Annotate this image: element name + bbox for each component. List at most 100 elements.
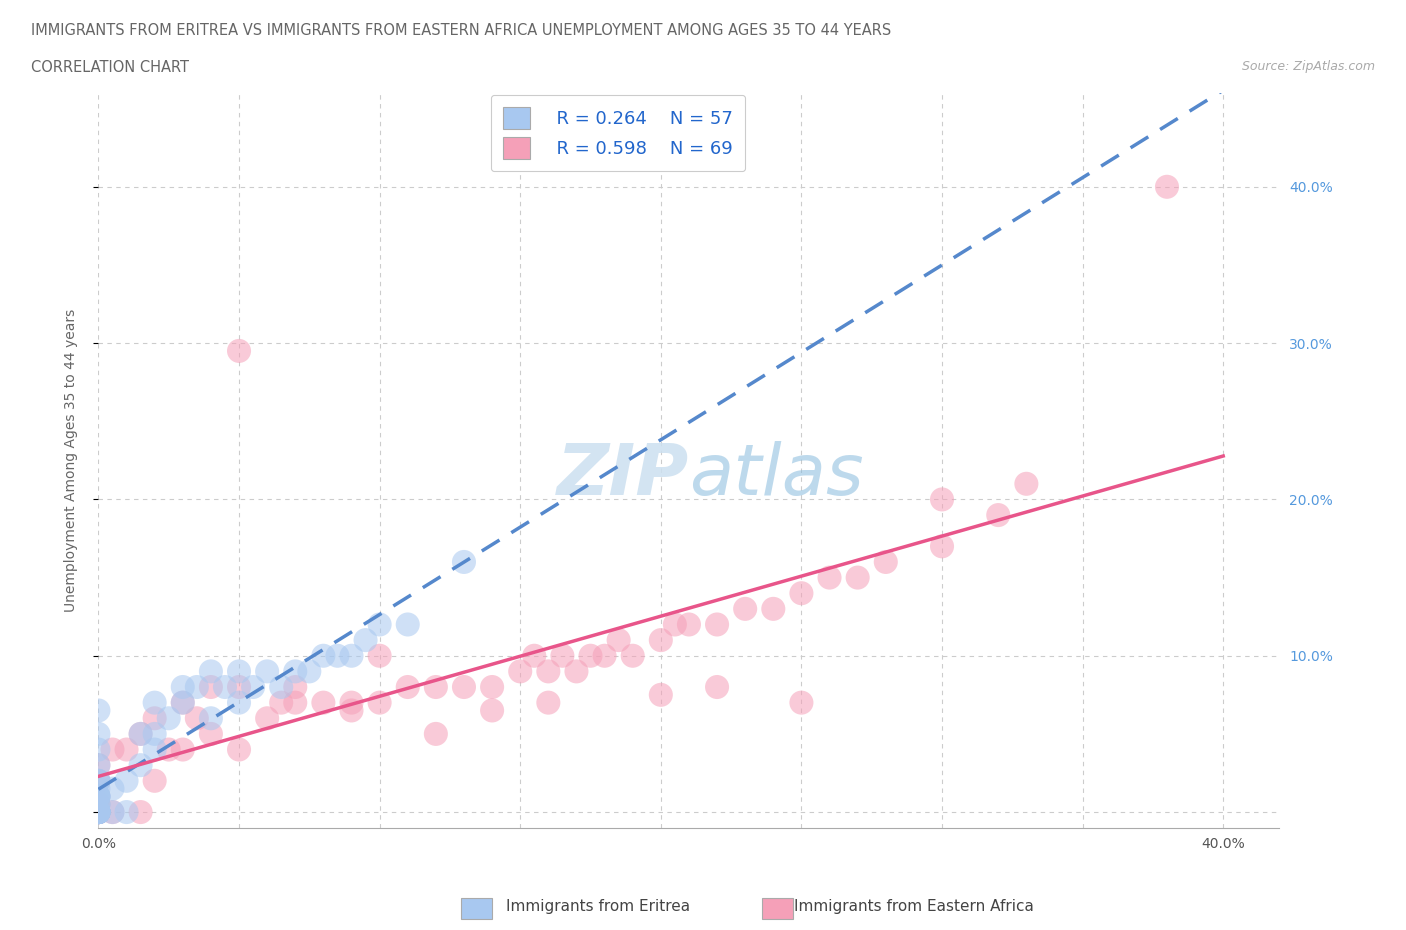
Point bbox=[537, 664, 560, 679]
Point bbox=[1156, 179, 1178, 194]
Point bbox=[87, 797, 110, 812]
Point bbox=[87, 774, 110, 789]
Point bbox=[200, 664, 222, 679]
Point bbox=[593, 648, 616, 663]
Point bbox=[650, 632, 672, 647]
Point bbox=[453, 554, 475, 569]
Point bbox=[298, 664, 321, 679]
Point bbox=[172, 742, 194, 757]
Point bbox=[115, 804, 138, 819]
Text: ZIP: ZIP bbox=[557, 441, 689, 510]
Point bbox=[129, 804, 152, 819]
Point bbox=[87, 758, 110, 773]
Point bbox=[312, 648, 335, 663]
Point bbox=[256, 711, 278, 725]
Point bbox=[846, 570, 869, 585]
Point bbox=[87, 804, 110, 819]
Point bbox=[87, 797, 110, 812]
Point bbox=[87, 804, 110, 819]
Point bbox=[931, 538, 953, 553]
Point bbox=[790, 696, 813, 711]
Point bbox=[87, 789, 110, 804]
Point bbox=[87, 804, 110, 819]
Point bbox=[87, 804, 110, 819]
Point bbox=[87, 804, 110, 819]
Point bbox=[87, 804, 110, 819]
Point bbox=[87, 797, 110, 812]
Point bbox=[101, 804, 124, 819]
Point bbox=[143, 711, 166, 725]
Point bbox=[256, 664, 278, 679]
Point bbox=[157, 711, 180, 725]
Point bbox=[129, 726, 152, 741]
Point bbox=[172, 680, 194, 695]
Point bbox=[931, 492, 953, 507]
Point bbox=[87, 789, 110, 804]
Point bbox=[87, 789, 110, 804]
Point bbox=[87, 804, 110, 819]
Point bbox=[284, 664, 307, 679]
Point bbox=[115, 774, 138, 789]
Point bbox=[87, 804, 110, 819]
Point bbox=[734, 602, 756, 617]
Point bbox=[551, 648, 574, 663]
Point bbox=[509, 664, 531, 679]
Point bbox=[228, 343, 250, 358]
Point bbox=[481, 680, 503, 695]
Text: Immigrants from Eritrea: Immigrants from Eritrea bbox=[506, 899, 690, 914]
Point bbox=[664, 617, 686, 631]
Point bbox=[425, 680, 447, 695]
Point bbox=[200, 680, 222, 695]
Point bbox=[87, 804, 110, 819]
Point bbox=[340, 696, 363, 711]
Point bbox=[143, 742, 166, 757]
Point bbox=[678, 617, 700, 631]
Point bbox=[143, 726, 166, 741]
Point bbox=[129, 758, 152, 773]
Text: IMMIGRANTS FROM ERITREA VS IMMIGRANTS FROM EASTERN AFRICA UNEMPLOYMENT AMONG AGE: IMMIGRANTS FROM ERITREA VS IMMIGRANTS FR… bbox=[31, 23, 891, 38]
Point bbox=[790, 586, 813, 601]
Point bbox=[87, 804, 110, 819]
Point bbox=[706, 617, 728, 631]
Point bbox=[87, 804, 110, 819]
Text: Source: ZipAtlas.com: Source: ZipAtlas.com bbox=[1241, 60, 1375, 73]
Text: CORRELATION CHART: CORRELATION CHART bbox=[31, 60, 188, 75]
Point bbox=[87, 804, 110, 819]
Point bbox=[270, 680, 292, 695]
Point bbox=[87, 703, 110, 718]
Point bbox=[579, 648, 602, 663]
Point bbox=[87, 789, 110, 804]
Point bbox=[650, 687, 672, 702]
Point bbox=[115, 742, 138, 757]
Point bbox=[762, 602, 785, 617]
Point bbox=[200, 726, 222, 741]
Point bbox=[1015, 476, 1038, 491]
Point bbox=[186, 680, 208, 695]
Point bbox=[453, 680, 475, 695]
Point bbox=[340, 703, 363, 718]
Point bbox=[101, 804, 124, 819]
Point bbox=[368, 617, 391, 631]
Point bbox=[706, 680, 728, 695]
Point bbox=[87, 804, 110, 819]
Point bbox=[87, 789, 110, 804]
Point bbox=[818, 570, 841, 585]
Point bbox=[87, 758, 110, 773]
Point bbox=[87, 774, 110, 789]
Point bbox=[565, 664, 588, 679]
Point bbox=[143, 774, 166, 789]
Point bbox=[87, 804, 110, 819]
Point bbox=[214, 680, 236, 695]
Point bbox=[87, 804, 110, 819]
Legend:   R = 0.264    N = 57,   R = 0.598    N = 69: R = 0.264 N = 57, R = 0.598 N = 69 bbox=[491, 95, 745, 171]
Point bbox=[228, 664, 250, 679]
Point bbox=[340, 648, 363, 663]
Y-axis label: Unemployment Among Ages 35 to 44 years: Unemployment Among Ages 35 to 44 years bbox=[63, 309, 77, 612]
Point bbox=[284, 696, 307, 711]
Point bbox=[284, 680, 307, 695]
Point bbox=[396, 617, 419, 631]
Point bbox=[87, 804, 110, 819]
Point bbox=[87, 804, 110, 819]
Point bbox=[425, 726, 447, 741]
Point bbox=[87, 804, 110, 819]
